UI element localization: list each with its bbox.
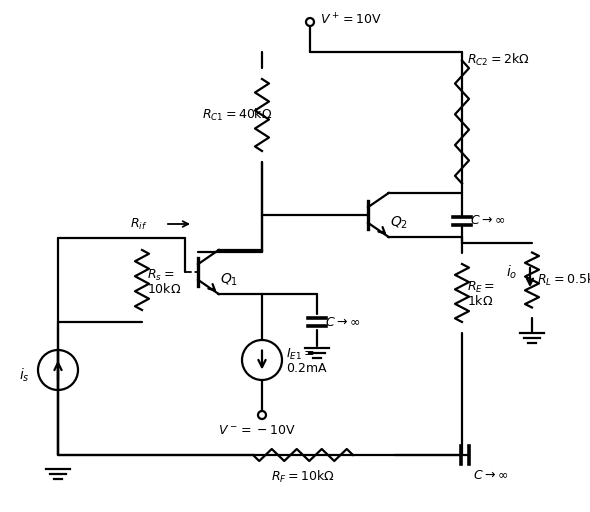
Text: $C\rightarrow\infty$: $C\rightarrow\infty$ — [470, 215, 505, 227]
Text: $C\rightarrow\infty$: $C\rightarrow\infty$ — [473, 469, 508, 482]
Text: $R_{if}$: $R_{if}$ — [130, 217, 148, 231]
Text: $I_{E1}=$: $I_{E1}=$ — [286, 347, 315, 361]
Text: $R_{C2}=2\mathrm{k}\Omega$: $R_{C2}=2\mathrm{k}\Omega$ — [467, 52, 529, 68]
Text: $10\mathrm{k}\Omega$: $10\mathrm{k}\Omega$ — [147, 282, 181, 296]
Text: $C\rightarrow\infty$: $C\rightarrow\infty$ — [325, 315, 360, 329]
Text: $Q_2$: $Q_2$ — [390, 215, 408, 231]
Text: $i_o$: $i_o$ — [506, 263, 517, 281]
Text: $R_E=$: $R_E=$ — [467, 280, 495, 294]
Text: $R_{C1}=40\mathrm{k}\Omega$: $R_{C1}=40\mathrm{k}\Omega$ — [202, 107, 273, 123]
Text: $Q_1$: $Q_1$ — [220, 272, 238, 288]
Text: $V^-=-10\mathrm{V}$: $V^-=-10\mathrm{V}$ — [218, 424, 296, 437]
Text: $R_s=$: $R_s=$ — [147, 267, 174, 283]
Text: $i_s$: $i_s$ — [19, 366, 30, 383]
Text: $1\mathrm{k}\Omega$: $1\mathrm{k}\Omega$ — [467, 294, 493, 308]
Text: $R_L=0.5\mathrm{k}\Omega$: $R_L=0.5\mathrm{k}\Omega$ — [537, 272, 590, 288]
Text: $V^+=10\mathrm{V}$: $V^+=10\mathrm{V}$ — [320, 12, 382, 28]
Text: $0.2\mathrm{mA}$: $0.2\mathrm{mA}$ — [286, 361, 328, 374]
Text: $R_F=10\mathrm{k}\Omega$: $R_F=10\mathrm{k}\Omega$ — [271, 469, 335, 485]
